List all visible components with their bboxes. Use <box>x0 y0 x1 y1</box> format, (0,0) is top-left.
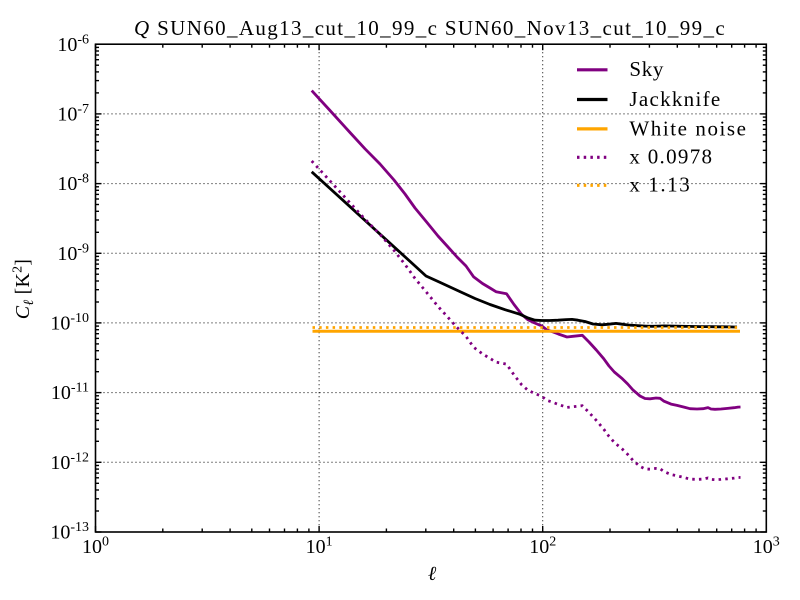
svg-text:Cℓ [K2]: Cℓ [K2] <box>11 259 38 319</box>
svg-text:ℓ: ℓ <box>428 563 437 585</box>
svg-text:Jackknife: Jackknife <box>629 87 721 111</box>
svg-text:White noise: White noise <box>629 116 747 140</box>
svg-text:x 1.13: x 1.13 <box>629 173 691 197</box>
svg-text:Sky: Sky <box>629 57 664 81</box>
svg-text:x 0.0978: x 0.0978 <box>629 145 713 169</box>
svg-text:Q SUN60_Aug13_cut_10_99_c SUN6: Q SUN60_Aug13_cut_10_99_c SUN60_Nov13_cu… <box>134 16 726 40</box>
